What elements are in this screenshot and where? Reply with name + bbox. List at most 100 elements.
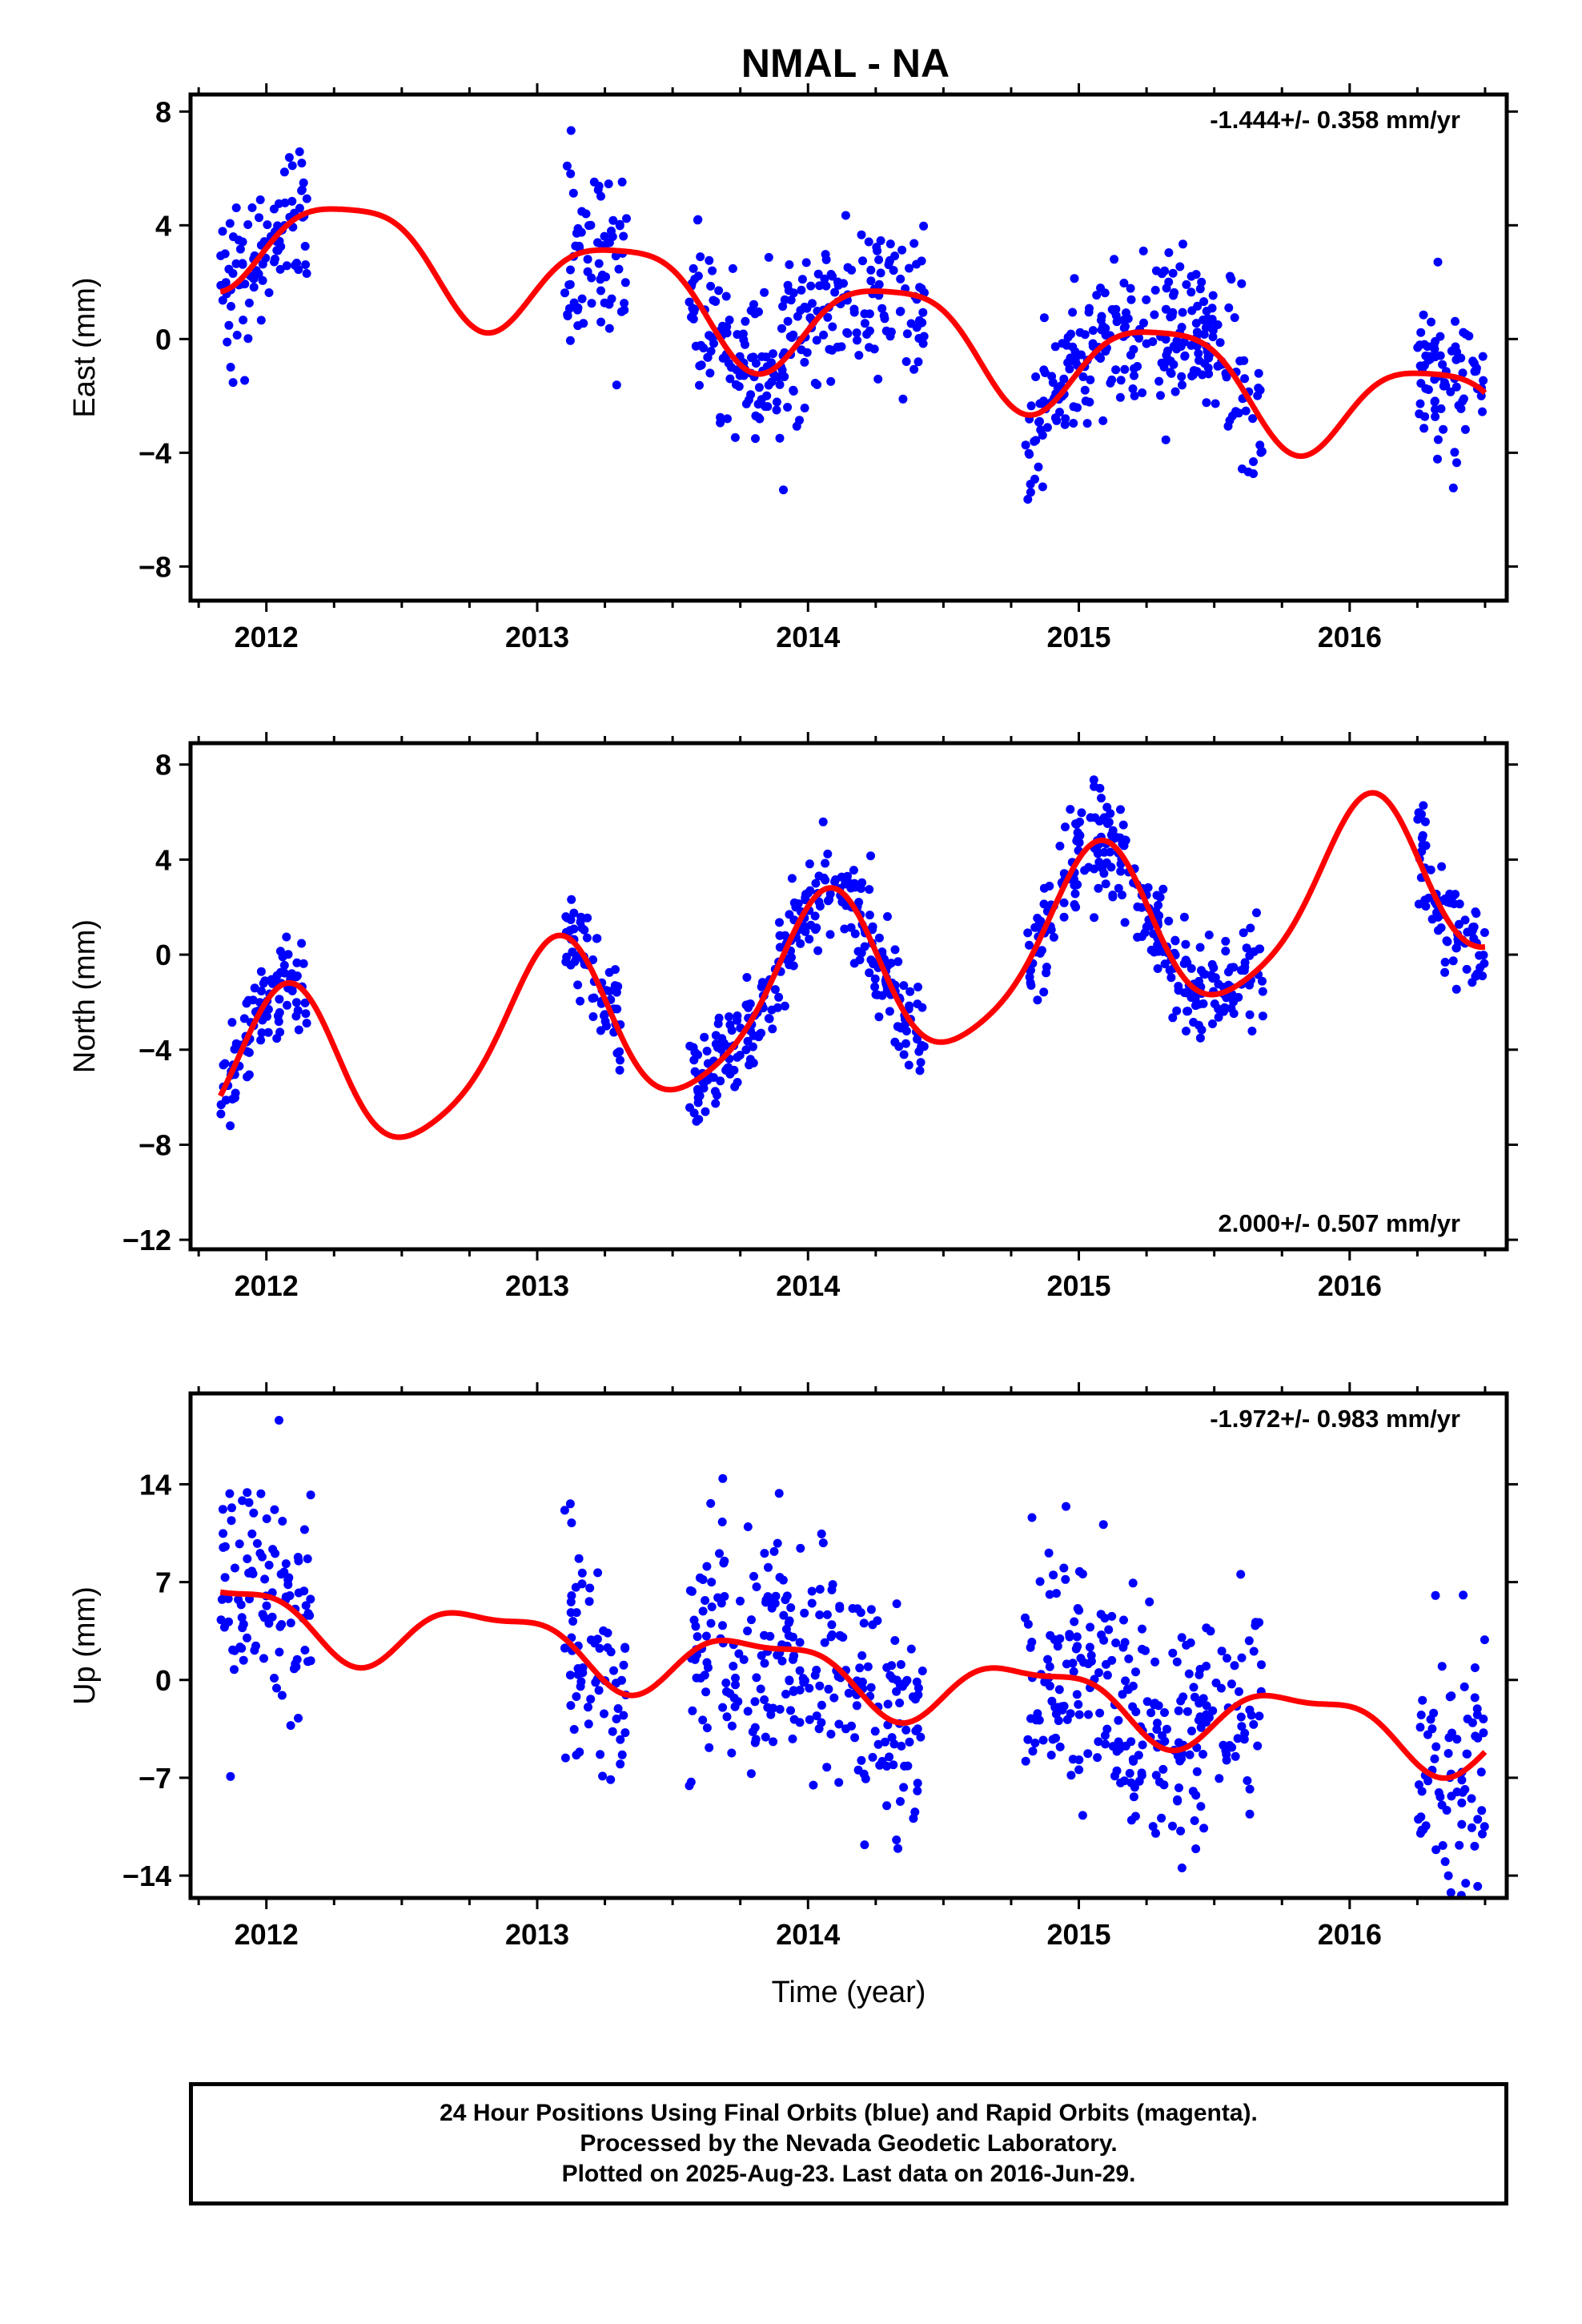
data-point: [1055, 842, 1065, 850]
data-point: [890, 1636, 900, 1645]
data-point: [231, 1088, 240, 1098]
data-point: [1245, 1784, 1255, 1794]
data-point: [1060, 420, 1070, 429]
data-point: [797, 275, 807, 284]
data-point: [279, 960, 289, 970]
data-point: [1236, 1712, 1246, 1722]
data-point: [718, 321, 728, 331]
data-point: [805, 859, 814, 869]
data-point: [1174, 1783, 1183, 1792]
data-point: [881, 326, 891, 336]
x-tick-label: 2013: [505, 1269, 569, 1302]
data-point: [770, 1598, 780, 1608]
data-point: [795, 1685, 805, 1695]
data-point: [255, 213, 263, 223]
data-point: [800, 1608, 809, 1618]
data-point: [257, 1028, 267, 1038]
data-point: [752, 1673, 761, 1683]
data-point: [218, 227, 227, 236]
data-point: [774, 992, 784, 1002]
data-point: [1237, 1653, 1247, 1663]
data-point: [294, 1025, 303, 1035]
data-point: [876, 268, 885, 278]
model-curve: [218, 790, 1487, 1140]
data-point: [789, 1686, 798, 1695]
data-point: [889, 266, 898, 275]
data-point: [1176, 1696, 1186, 1706]
data-point: [1438, 1841, 1447, 1850]
data-point: [687, 312, 696, 322]
data-point: [1454, 919, 1464, 929]
data-point: [616, 1735, 625, 1744]
data-point: [1221, 1746, 1231, 1755]
data-point: [1444, 1733, 1454, 1743]
data-point: [757, 1651, 766, 1660]
data-point: [1445, 1692, 1455, 1702]
data-point: [905, 987, 915, 996]
data-point: [1172, 1006, 1182, 1015]
data-point: [910, 1902, 919, 1911]
data-point: [841, 211, 850, 220]
data-point: [1227, 1679, 1236, 1689]
data-point: [566, 960, 576, 970]
data-point: [761, 1595, 771, 1605]
data-point: [577, 294, 587, 304]
data-point: [788, 1734, 797, 1743]
data-point: [1164, 916, 1174, 926]
data-point: [745, 999, 755, 1008]
data-point: [882, 1801, 892, 1811]
data-point: [275, 1647, 284, 1657]
data-point: [727, 1721, 737, 1731]
data-point: [713, 1091, 721, 1100]
data-point: [1445, 898, 1455, 907]
data-point: [855, 955, 865, 965]
data-point: [743, 1036, 753, 1046]
data-point: [604, 324, 614, 333]
data-point: [291, 1011, 301, 1021]
data-point: [1094, 883, 1103, 893]
data-point: [1023, 495, 1033, 504]
data-point: [730, 432, 740, 442]
data-point: [708, 266, 717, 275]
data-point: [1447, 1791, 1456, 1801]
data-point: [1439, 424, 1448, 434]
data-point: [1191, 270, 1201, 279]
data-point: [760, 287, 769, 297]
data-point: [1072, 1690, 1082, 1699]
data-point: [1446, 1888, 1456, 1897]
data-point: [1088, 326, 1098, 336]
data-point: [874, 933, 884, 943]
data-point: [1241, 406, 1251, 416]
data-point: [1099, 1635, 1109, 1645]
data-point: [1086, 1656, 1096, 1666]
data-point: [1168, 1013, 1178, 1023]
data-point: [1027, 1638, 1037, 1647]
data-point: [1189, 1683, 1199, 1692]
data-point: [1048, 1735, 1058, 1744]
data-point: [796, 1543, 805, 1553]
data-point: [1478, 407, 1487, 416]
data-point: [1126, 1737, 1136, 1747]
data-point: [716, 418, 725, 428]
data-point: [1199, 297, 1209, 307]
data-point: [813, 269, 823, 279]
data-point: [1085, 397, 1094, 407]
data-point: [860, 319, 869, 328]
data-point: [1199, 330, 1209, 339]
data-point: [234, 1594, 243, 1604]
data-point: [896, 274, 905, 283]
data-point: [1061, 1574, 1070, 1584]
data-point: [615, 1047, 624, 1056]
data-point: [1172, 1657, 1182, 1667]
data-point: [690, 1067, 700, 1076]
data-point: [238, 1496, 247, 1506]
data-point: [885, 255, 894, 265]
data-point: [1459, 1590, 1468, 1600]
data-point: [748, 1727, 757, 1736]
data-point: [1052, 1589, 1061, 1598]
data-point: [827, 1630, 837, 1639]
data-point: [1214, 1012, 1223, 1022]
data-point: [278, 952, 287, 962]
data-point: [1097, 794, 1106, 803]
data-point: [592, 934, 602, 943]
